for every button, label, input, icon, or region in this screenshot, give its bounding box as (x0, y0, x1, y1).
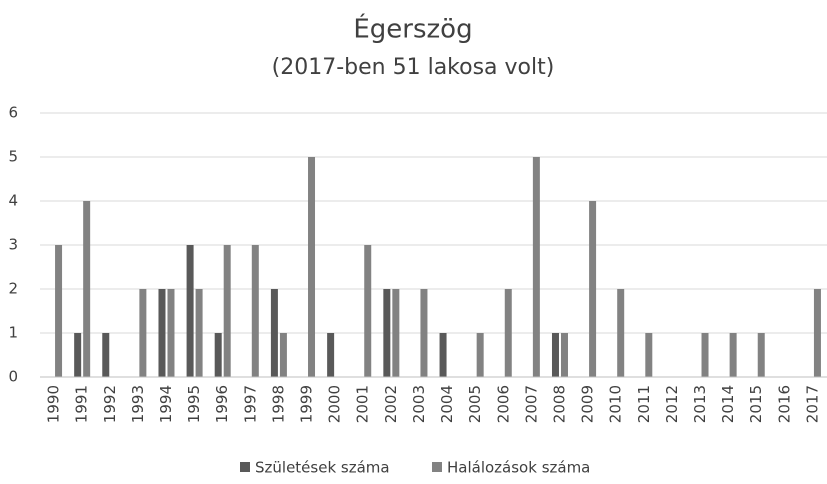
y-tick-label: 0 (8, 368, 18, 386)
x-tick-label: 1993 (129, 385, 147, 423)
bar (55, 245, 63, 377)
x-tick-label: 1990 (45, 385, 63, 423)
bar (757, 333, 765, 377)
x-tick-label: 2007 (522, 385, 540, 423)
bar (251, 245, 259, 377)
bar (589, 201, 597, 377)
x-tick-label: 1994 (157, 385, 175, 423)
bar (813, 289, 821, 377)
x-tick-label: 1992 (101, 385, 119, 423)
legend-label: Halálozások száma (447, 459, 590, 477)
bar (83, 201, 91, 377)
bar (327, 333, 335, 377)
x-tick-label: 2008 (550, 385, 568, 423)
x-tick-label: 2009 (579, 385, 597, 423)
x-tick-label: 2017 (803, 385, 821, 423)
x-tick-label: 1999 (298, 385, 316, 423)
bar (214, 333, 222, 377)
bar (74, 333, 82, 377)
bar (270, 289, 278, 377)
y-tick-label: 6 (8, 104, 18, 122)
bar (504, 289, 512, 377)
bar (645, 333, 653, 377)
y-tick-label: 3 (8, 236, 18, 254)
bar (701, 333, 709, 377)
y-tick-label: 2 (8, 280, 18, 298)
x-tick-label: 2001 (354, 385, 372, 423)
bar (551, 333, 559, 377)
bar (420, 289, 428, 377)
x-tick-label: 2013 (691, 385, 709, 423)
bar (392, 289, 400, 377)
chart-subtitle: (2017-ben 51 lakosa volt) (272, 55, 555, 80)
bar (439, 333, 447, 377)
bar (186, 245, 194, 377)
x-tick-label: 1997 (241, 385, 259, 423)
chart-title: Égerszög (353, 13, 472, 45)
bar (617, 289, 625, 377)
bar (364, 245, 372, 377)
x-tick-label: 2006 (494, 385, 512, 423)
legend-label: Születések száma (255, 459, 390, 477)
x-tick-label: 2004 (438, 385, 456, 423)
bar (279, 333, 287, 377)
x-tick-label: 2005 (466, 385, 484, 423)
bar (308, 157, 316, 377)
y-tick-label: 4 (8, 192, 18, 210)
x-tick-label: 2015 (747, 385, 765, 423)
bar (560, 333, 568, 377)
x-tick-label: 2003 (410, 385, 428, 423)
x-tick-label: 1991 (73, 385, 91, 423)
legend-swatch (240, 462, 250, 472)
bar (383, 289, 391, 377)
legend-swatch (432, 462, 442, 472)
x-tick-label: 2002 (382, 385, 400, 423)
bar (532, 157, 540, 377)
x-tick-label: 2010 (607, 385, 625, 423)
x-tick-label: 2016 (775, 385, 793, 423)
bar (158, 289, 166, 377)
x-tick-label: 1995 (185, 385, 203, 423)
x-tick-label: 2012 (663, 385, 681, 423)
bar (729, 333, 737, 377)
bar (167, 289, 175, 377)
x-tick-label: 2014 (719, 385, 737, 423)
bar (139, 289, 147, 377)
bar (223, 245, 231, 377)
x-tick-label: 2000 (326, 385, 344, 423)
y-tick-label: 1 (8, 324, 18, 342)
x-tick-label: 1998 (269, 385, 287, 423)
x-tick-label: 2011 (635, 385, 653, 423)
bar (102, 333, 110, 377)
x-tick-label: 1996 (213, 385, 231, 423)
bar (195, 289, 203, 377)
y-tick-label: 5 (8, 148, 18, 166)
bar (476, 333, 484, 377)
